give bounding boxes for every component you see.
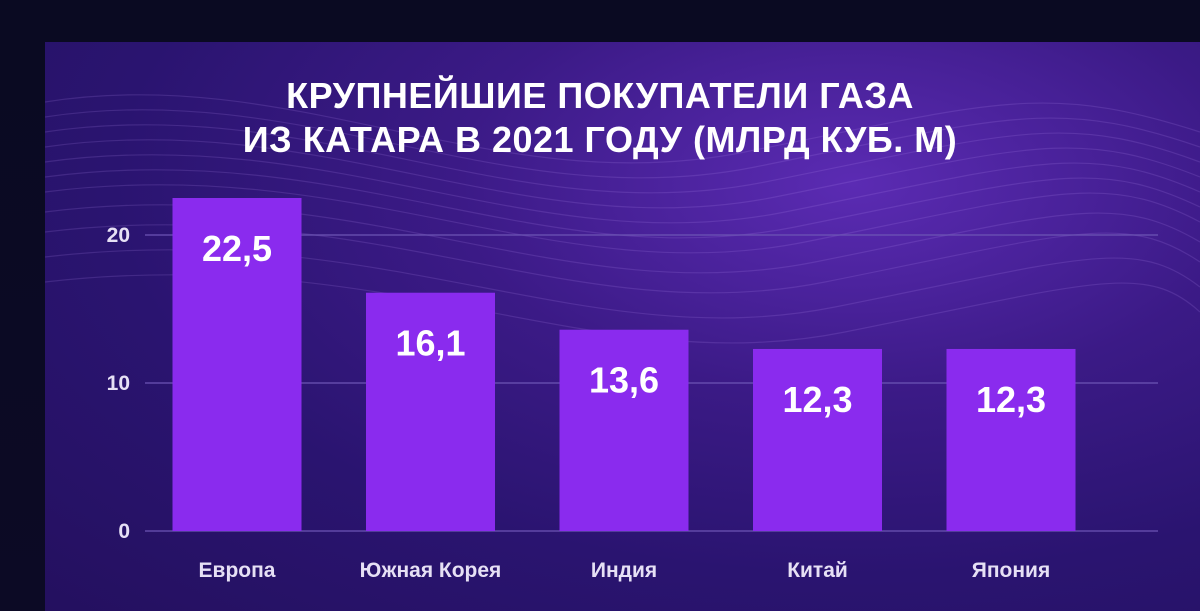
x-tick-label: Китай	[787, 559, 848, 582]
bar	[172, 198, 302, 531]
data-label: 22,5	[202, 228, 272, 269]
bar	[559, 329, 689, 531]
bar	[366, 292, 495, 531]
bar	[753, 348, 882, 531]
chart-title-line-2: ИЗ КАТАРА В 2021 ГОДУ (МЛРД КУБ. М)	[242, 119, 958, 160]
bar	[946, 348, 1076, 531]
x-tick-label: Южная Корея	[360, 559, 502, 582]
data-label: 13,6	[589, 360, 659, 401]
y-tick-label: 0	[118, 520, 130, 543]
chart-title-line-1: КРУПНЕЙШИЕ ПОКУПАТЕЛИ ГАЗА	[286, 75, 914, 116]
chart-title: КРУПНЕЙШИЕ ПОКУПАТЕЛИ ГАЗА ИЗ КАТАРА В 2…	[0, 74, 1200, 162]
x-tick-label: Япония	[972, 559, 1050, 582]
x-tick-label: Индия	[591, 559, 657, 582]
data-label: 12,3	[782, 379, 852, 420]
y-tick-label: 20	[107, 224, 130, 247]
y-tick-label: 10	[107, 372, 130, 395]
data-label: 12,3	[976, 379, 1046, 420]
data-label: 16,1	[395, 323, 465, 364]
x-tick-label: Европа	[199, 559, 276, 582]
